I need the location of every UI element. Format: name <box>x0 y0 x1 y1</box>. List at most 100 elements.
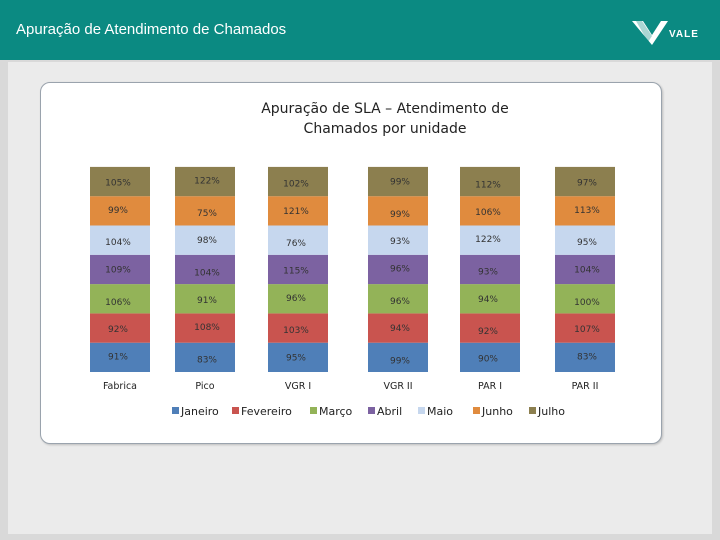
legend-swatch <box>232 407 239 414</box>
bar-fevereiro-par-ii <box>555 313 615 343</box>
bar-janeiro-pico <box>175 342 235 372</box>
bar-março-vgr-ii <box>368 284 428 314</box>
data-label: 93% <box>478 267 498 277</box>
legend-swatch <box>473 407 480 414</box>
data-label: 99% <box>390 178 410 188</box>
data-label: 108% <box>194 323 220 333</box>
page-title: Apuração de Atendimento de Chamados <box>16 21 287 38</box>
data-label: 99% <box>390 210 410 220</box>
data-label: 109% <box>105 265 131 275</box>
legend-item-junho: Junho <box>473 405 513 418</box>
legend-label: Março <box>319 405 353 418</box>
data-label: 104% <box>574 265 600 275</box>
data-label: 94% <box>390 324 410 334</box>
bar-março-fabrica <box>90 284 150 314</box>
bar-janeiro-fabrica <box>90 342 150 372</box>
legend-label: Julho <box>537 405 565 418</box>
data-label: 106% <box>475 208 501 218</box>
legend-label: Abril <box>377 405 402 418</box>
data-label: 99% <box>108 206 128 216</box>
bar-maio-par-i <box>460 225 520 255</box>
vale-logo: VALE <box>630 15 710 51</box>
bar-maio-fabrica <box>90 225 150 255</box>
bar-março-vgr-i <box>268 284 328 314</box>
bar-maio-vgr-i <box>268 225 328 255</box>
data-label: 112% <box>475 181 501 191</box>
legend-item-fevereiro: Fevereiro <box>232 405 292 418</box>
data-label: 104% <box>194 268 220 278</box>
data-label: 105% <box>105 179 131 189</box>
bar-março-par-i <box>460 284 520 314</box>
legend-swatch <box>172 407 179 414</box>
data-label: 104% <box>105 238 131 248</box>
bar-julho-fabrica <box>90 166 150 197</box>
logo-text: VALE <box>669 29 699 40</box>
data-label: 95% <box>286 353 306 363</box>
category-label: VGR I <box>285 381 311 392</box>
data-label: 91% <box>197 296 217 306</box>
bar-abril-pico <box>175 254 235 285</box>
data-label: 76% <box>286 239 306 249</box>
header-bar: Apuração de Atendimento de Chamados VALE <box>0 0 720 60</box>
data-label: 95% <box>577 238 597 248</box>
bar-abril-par-ii <box>555 254 615 285</box>
bar-junho-vgr-i <box>268 196 328 226</box>
data-label: 91% <box>108 352 128 362</box>
bar-julho-vgr-i <box>268 166 328 197</box>
bar-junho-par-i <box>460 196 520 226</box>
category-label: PAR I <box>478 381 502 392</box>
data-label: 96% <box>390 264 410 274</box>
legend-item-março: Março <box>310 405 353 418</box>
legend-swatch <box>368 407 375 414</box>
legend-item-abril: Abril <box>368 405 402 418</box>
chart-title: Apuração de SLA – Atendimento de Chamado… <box>0 99 720 139</box>
data-label: 122% <box>194 177 220 187</box>
bar-janeiro-par-i <box>460 342 520 372</box>
bar-janeiro-vgr-i <box>268 342 328 372</box>
bar-janeiro-par-ii <box>555 342 615 372</box>
bar-julho-par-ii <box>555 166 615 197</box>
bar-maio-pico <box>175 225 235 255</box>
data-label: 96% <box>286 294 306 304</box>
legend-label: Maio <box>427 405 453 418</box>
bar-fevereiro-par-i <box>460 313 520 343</box>
legend-label: Fevereiro <box>241 405 292 418</box>
legend-label: Junho <box>481 405 513 418</box>
bar-março-pico <box>175 284 235 314</box>
bar-maio-vgr-ii <box>368 225 428 255</box>
data-label: 83% <box>577 352 597 362</box>
data-label: 92% <box>108 325 128 335</box>
bar-abril-vgr-ii <box>368 254 428 285</box>
data-label: 98% <box>197 236 217 246</box>
data-label: 94% <box>478 295 498 305</box>
bar-janeiro-vgr-ii <box>368 342 428 372</box>
data-label: 83% <box>197 355 217 365</box>
chart-title-line-2: Chamados por unidade <box>303 121 467 137</box>
data-label: 103% <box>283 326 309 336</box>
chart-title-line-1: Apuração de SLA – Atendimento de <box>261 101 509 117</box>
bar-julho-par-i <box>460 166 520 197</box>
data-label: 102% <box>283 180 309 190</box>
bar-junho-par-ii <box>555 196 615 226</box>
data-label: 93% <box>390 237 410 247</box>
legend-label: Janeiro <box>180 405 219 418</box>
bar-fevereiro-pico <box>175 313 235 343</box>
bar-junho-fabrica <box>90 196 150 226</box>
data-label: 106% <box>105 298 131 308</box>
bar-abril-par-i <box>460 254 520 285</box>
bar-março-par-ii <box>555 284 615 314</box>
legend-item-janeiro: Janeiro <box>172 405 219 418</box>
legend-swatch <box>418 407 425 414</box>
bar-fevereiro-vgr-ii <box>368 313 428 343</box>
bar-junho-vgr-ii <box>368 196 428 226</box>
category-label: Pico <box>195 381 214 392</box>
legend-swatch <box>529 407 536 414</box>
bar-maio-par-ii <box>555 225 615 255</box>
category-label: Fabrica <box>103 381 137 392</box>
bar-fevereiro-vgr-i <box>268 313 328 343</box>
data-label: 75% <box>197 209 217 219</box>
data-label: 122% <box>475 235 501 245</box>
data-label: 113% <box>574 206 600 216</box>
bar-abril-vgr-i <box>268 254 328 285</box>
